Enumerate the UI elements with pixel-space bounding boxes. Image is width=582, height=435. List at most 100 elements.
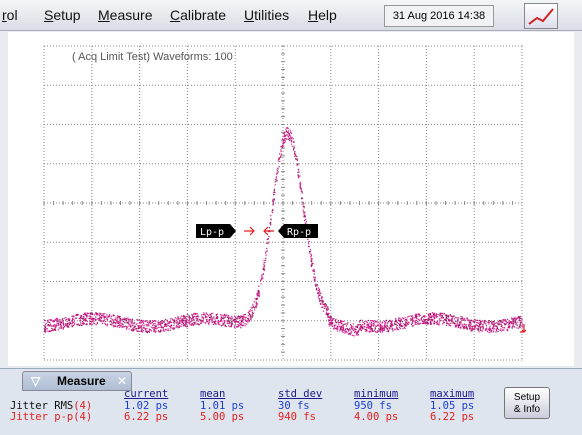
wave-dot <box>163 321 165 323</box>
wave-dot <box>317 296 319 298</box>
wave-dot <box>103 315 105 317</box>
wave-dot <box>251 311 254 314</box>
wave-dot <box>182 317 184 319</box>
menu-item[interactable]: Calibrate <box>170 7 227 23</box>
measure-tab[interactable]: ▽ Measure ✕ <box>22 371 132 391</box>
column-header: maximum <box>430 388 475 400</box>
wave-dot <box>106 324 108 326</box>
wave-dot <box>48 325 50 327</box>
wave-dot <box>340 328 342 330</box>
wave-dot <box>57 322 59 324</box>
menu-item[interactable]: rol <box>2 7 18 23</box>
wave-dot <box>257 292 259 294</box>
wave-dot <box>83 316 85 318</box>
wave-dot <box>109 316 111 318</box>
wave-dot <box>385 327 387 329</box>
wave-dot <box>283 138 286 140</box>
wave-dot <box>404 327 406 330</box>
wave-dot <box>448 320 450 322</box>
menu-item[interactable]: Measure <box>98 7 153 23</box>
wave-dot <box>304 222 306 224</box>
wave-dot <box>467 324 470 326</box>
wave-dot <box>123 318 125 321</box>
wave-dot <box>314 276 317 279</box>
wave-dot <box>347 328 349 331</box>
wave-dot <box>188 322 190 324</box>
menu-item[interactable]: Utilities <box>244 7 290 23</box>
app-icon[interactable] <box>524 3 558 29</box>
wave-dot <box>405 321 407 324</box>
wave-dot <box>322 306 324 308</box>
wave-dot <box>110 315 113 317</box>
wave-dot <box>318 291 320 293</box>
menu-item[interactable]: Help <box>308 7 337 23</box>
wave-dot <box>273 198 275 200</box>
wave-dot <box>280 156 282 158</box>
wave-dot <box>448 315 450 317</box>
wave-dot <box>414 320 416 322</box>
wave-dot <box>290 132 293 135</box>
wave-dot <box>446 318 448 320</box>
wave-dot <box>105 315 107 317</box>
wave-dot <box>45 322 47 325</box>
wave-dot <box>158 321 160 324</box>
wave-dot <box>399 321 401 323</box>
wave-dot <box>79 316 82 319</box>
wave-dot <box>337 319 339 322</box>
wave-dot <box>116 320 118 322</box>
wave-dot <box>118 315 120 318</box>
wave-dot <box>398 326 401 328</box>
wave-dot <box>440 313 442 315</box>
tab-close[interactable]: ✕ <box>117 374 128 388</box>
cell: 940 fs <box>278 411 316 423</box>
setup-button[interactable]: Setup & Info <box>504 387 550 419</box>
wave-dot <box>293 148 295 150</box>
wave-dot <box>93 314 96 316</box>
wave-dot <box>357 334 359 336</box>
wave-dot <box>93 322 95 324</box>
wave-dot <box>217 316 219 318</box>
wave-dot <box>271 210 273 212</box>
wave-dot <box>400 320 402 322</box>
wave-dot <box>241 320 243 322</box>
wave-dot <box>511 327 513 329</box>
wave-dot <box>215 317 218 320</box>
menu-item[interactable]: Setup <box>44 7 81 23</box>
wave-dot <box>49 319 52 321</box>
wave-dot <box>217 322 219 324</box>
wave-dot <box>296 158 298 160</box>
wave-dot <box>191 313 193 316</box>
wave-dot <box>450 319 453 321</box>
wave-dot <box>120 319 122 321</box>
wave-dot <box>296 164 298 166</box>
wave-dot <box>368 327 370 329</box>
wave-dot <box>417 318 419 320</box>
wave-dot <box>403 323 405 325</box>
wave-dot <box>49 322 51 324</box>
wave-dot <box>121 323 124 325</box>
wave-dot <box>353 331 356 333</box>
wave-dot <box>297 168 299 170</box>
wave-dot <box>517 316 520 319</box>
button-line: Setup <box>513 392 541 403</box>
wave-dot <box>266 238 268 241</box>
wave-dot <box>282 145 285 147</box>
wave-dot <box>109 323 112 326</box>
wave-dot <box>441 316 443 318</box>
wave-dot <box>458 321 461 324</box>
wave-dot <box>92 313 94 315</box>
wave-dot <box>62 322 64 325</box>
wave-dot <box>521 324 524 326</box>
wave-dot <box>222 322 224 325</box>
wave-dot <box>479 319 481 321</box>
wave-dot <box>45 331 47 333</box>
wave-dot <box>146 324 148 326</box>
wave-dot <box>154 326 157 328</box>
wave-dot <box>273 188 276 190</box>
wave-dot <box>62 328 64 330</box>
wave-dot <box>315 288 317 290</box>
wave-dot <box>456 324 458 326</box>
wave-dot <box>319 300 321 302</box>
wave-dot <box>194 323 196 325</box>
wave-dot <box>501 327 504 329</box>
